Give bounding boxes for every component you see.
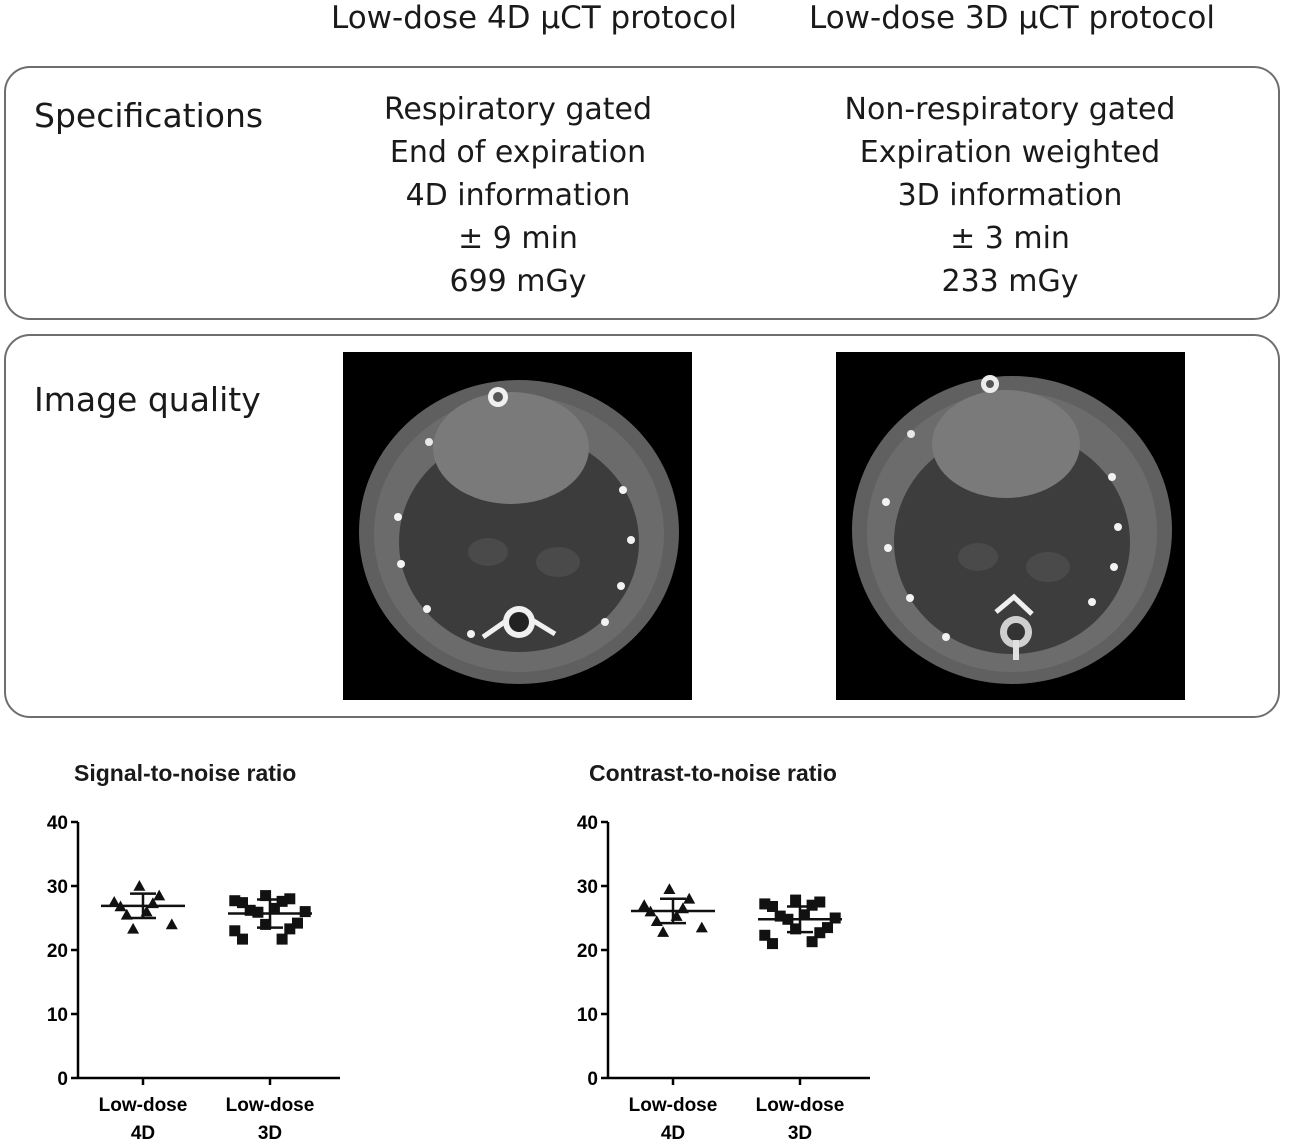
data-point-triangle	[657, 926, 670, 937]
protocol-header-3d: Low-dose 3D μCT protocol	[808, 0, 1215, 36]
data-point-square	[229, 895, 241, 907]
data-point-square	[759, 929, 771, 941]
data-point-triangle	[644, 905, 657, 917]
image-quality-label: Image quality	[34, 380, 261, 419]
x-tick-label: Low-dose	[756, 1095, 845, 1116]
data-point-triangle	[683, 892, 696, 904]
y-tick-label: 40	[577, 813, 598, 834]
snr-plot: 0 10 20 30 40 Low-dose 4D Low-dose 3D	[47, 813, 340, 1144]
x-tick-label: Low-dose	[226, 1095, 315, 1116]
x-tick-label: 4D	[661, 1123, 685, 1144]
spec-3d-phase: Expiration weighted	[859, 135, 1161, 170]
data-point-square	[759, 898, 771, 910]
spec-4d-time: ± 9 min	[458, 221, 578, 256]
data-point-triangle	[153, 889, 166, 901]
data-point-square	[767, 900, 778, 912]
y-tick-label: 0	[587, 1069, 598, 1090]
data-point-square	[790, 894, 802, 906]
data-point-triangle	[650, 915, 663, 926]
data-point-square	[284, 893, 296, 905]
spec-3d-time: ± 3 min	[950, 221, 1070, 256]
data-point-square	[276, 933, 288, 945]
y-tick-label: 30	[47, 877, 68, 898]
data-point-square	[798, 909, 810, 921]
y-tick-label: 10	[47, 1005, 68, 1026]
data-point-square	[229, 925, 241, 937]
y-tick-label: 20	[577, 941, 598, 962]
data-point-square	[822, 922, 833, 934]
data-point-square	[268, 902, 280, 914]
x-tick-label: 3D	[258, 1123, 282, 1144]
data-point-square	[829, 912, 841, 924]
data-point-square	[806, 899, 818, 911]
specifications-label: Specifications	[34, 96, 264, 135]
protocol-header-4d: Low-dose 4D μCT protocol	[330, 0, 737, 36]
ct-slice-3d	[852, 375, 1172, 684]
chart-snr: Signal-to-noise ratio 0 10 20 30 40 Low-dose 4…	[30, 750, 470, 1144]
data-point-triangle	[133, 880, 146, 891]
ct-slice-4d	[359, 380, 679, 684]
y-tick-label: 0	[57, 1069, 68, 1090]
data-point-square	[806, 936, 818, 948]
data-point-square	[767, 938, 778, 950]
data-point-triangle	[108, 896, 121, 907]
data-point-triangle	[670, 910, 683, 921]
data-point-triangle	[127, 922, 140, 934]
y-tick-label: 20	[47, 941, 68, 962]
data-point-triangle	[663, 883, 676, 894]
spec-4d-phase: End of expiration	[389, 135, 647, 170]
spec-4d-information: 4D information	[405, 178, 631, 213]
specifications-4d: Respiratory gated End of expiration 4D i…	[278, 88, 758, 303]
x-tick-label: 4D	[131, 1123, 155, 1144]
data-point-triangle	[114, 900, 127, 912]
x-tick-label: Low-dose	[629, 1095, 718, 1116]
data-point-triangle	[120, 908, 133, 920]
data-point-triangle	[676, 902, 689, 914]
spec-3d-gating: Non-respiratory gated	[844, 92, 1176, 127]
data-point-square	[284, 923, 296, 935]
data-point-square	[814, 896, 826, 908]
data-point-square	[299, 906, 311, 918]
y-tick-label: 40	[47, 813, 68, 834]
image-quality-panel	[4, 334, 1280, 718]
y-tick-label: 30	[577, 877, 598, 898]
data-point-triangle	[638, 899, 651, 910]
ct-image-4d	[343, 352, 692, 700]
data-point-square	[782, 913, 794, 925]
x-tick-label: Low-dose	[99, 1095, 188, 1116]
data-point-triangle	[146, 897, 159, 909]
data-point-triangle	[695, 921, 708, 933]
cnr-plot: 0 10 20 30 40 Low-dose 4D Low-dose 3D	[577, 813, 870, 1144]
data-point-square	[260, 890, 272, 902]
data-point-square	[814, 927, 826, 939]
chart-title: Signal-to-noise ratio	[74, 760, 297, 786]
ct-image-3d	[836, 352, 1185, 700]
data-point-square	[292, 917, 303, 929]
y-tick-label: 10	[577, 1005, 598, 1026]
spec-3d-dose: 233 mGy	[941, 264, 1079, 299]
chart-title: Contrast-to-noise ratio	[589, 760, 837, 786]
data-point-square	[244, 904, 256, 916]
chart-cnr: Contrast-to-noise ratio 0 10 20 30 40 Low-dos…	[560, 750, 1000, 1144]
spec-3d-information: 3D information	[897, 178, 1123, 213]
data-point-square	[774, 910, 786, 922]
specifications-panel	[4, 66, 1280, 320]
data-point-triangle	[165, 918, 178, 930]
x-tick-label: 3D	[788, 1123, 812, 1144]
data-point-square	[252, 906, 264, 918]
data-point-square	[237, 933, 248, 945]
data-point-square	[790, 923, 802, 935]
data-point-square	[276, 895, 288, 907]
spec-4d-gating: Respiratory gated	[383, 92, 653, 127]
data-point-triangle	[140, 905, 153, 917]
specifications-3d: Non-respiratory gated Expiration weighte…	[770, 88, 1250, 303]
spec-4d-dose: 699 mGy	[449, 264, 587, 299]
data-point-square	[260, 918, 272, 930]
data-point-square	[237, 897, 248, 909]
